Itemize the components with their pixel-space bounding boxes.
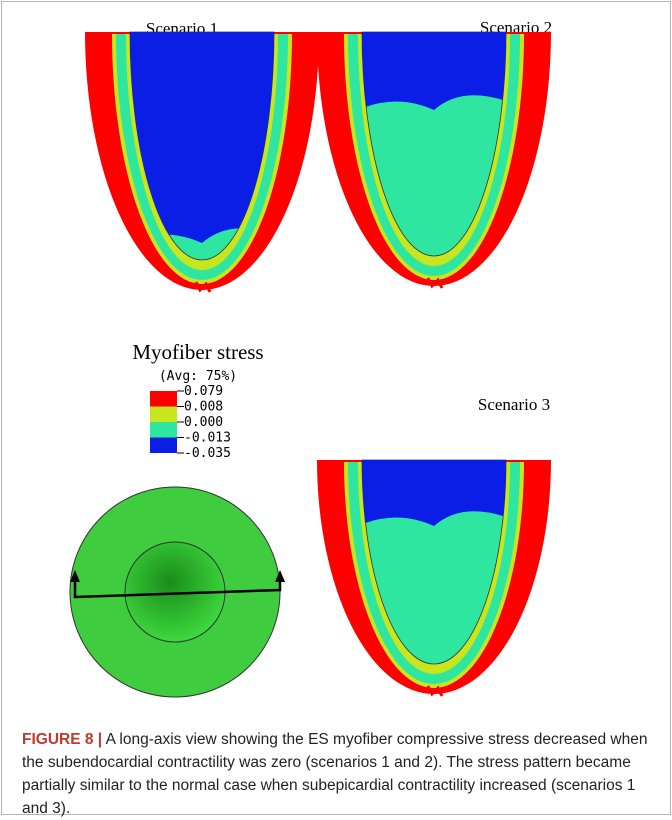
- legend-swatch: [150, 391, 177, 407]
- legend-label: 0.008: [184, 400, 223, 415]
- legend-subtitle: (Avg: 75%): [159, 369, 237, 384]
- heart-section: [317, 31, 551, 289]
- caption-text: A long-axis view showing the ES myofiber…: [22, 731, 648, 817]
- wall-tip: [426, 277, 444, 289]
- legend-label: -0.013: [184, 431, 231, 446]
- legend-swatch: [150, 422, 177, 438]
- legend-label: -0.035: [184, 446, 231, 461]
- compressive-region: [362, 460, 506, 528]
- heart-section: [85, 31, 319, 293]
- heart-section: [317, 459, 551, 697]
- legend-title: Myofiber stress: [132, 340, 263, 364]
- legend-swatch: [150, 437, 177, 453]
- compressive-region: [362, 32, 506, 112]
- wall-tip: [426, 685, 444, 697]
- legend-label: 0.079: [184, 384, 223, 399]
- caption-label: FIGURE 8 |: [22, 731, 103, 748]
- figure-art: Scenario 1 Scenario 2 Scenario 3 Myofibe…: [69, 18, 552, 698]
- wall-tip: [194, 281, 212, 293]
- section-icon: [69, 486, 285, 698]
- compressive-region: [130, 32, 274, 245]
- panel-title: Scenario 3: [478, 395, 550, 414]
- legend-swatch: [150, 406, 177, 422]
- caption: FIGURE 8 | A long-axis view showing the …: [22, 728, 662, 820]
- legend-label: 0.000: [184, 415, 223, 430]
